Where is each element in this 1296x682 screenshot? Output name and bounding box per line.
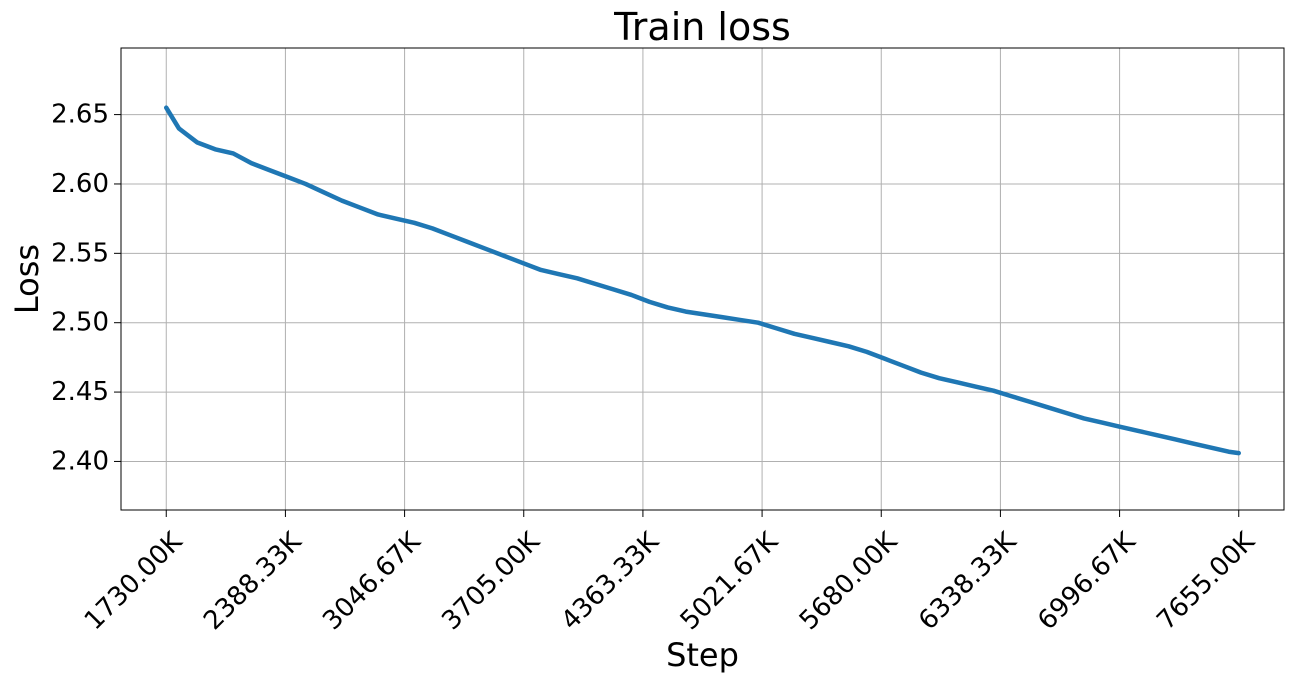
plot-frame <box>120 47 1285 511</box>
x-axis-label: Step <box>666 636 739 674</box>
y-tick-label: 2.60 <box>51 169 109 199</box>
x-tick-label: 2388.33K <box>198 526 308 636</box>
grid-lines <box>121 48 1284 510</box>
loss-line-layer <box>164 105 1241 456</box>
x-tick-label: 3046.67K <box>317 526 427 636</box>
y-axis-label: Loss <box>8 244 46 314</box>
y-tick-label: 2.65 <box>51 100 109 130</box>
x-tick-label: 5680.00K <box>794 526 904 636</box>
x-tick-label: 5021.67K <box>675 526 785 636</box>
y-axis: 2.40 2.45 2.50 2.55 2.60 2.65 <box>51 100 121 476</box>
x-tick-label: 4363.33K <box>556 526 666 636</box>
x-tick-label: 6338.33K <box>913 526 1023 636</box>
y-tick-label: 2.45 <box>51 377 109 407</box>
x-tick-label: 1730.00K <box>79 526 189 636</box>
y-tick-label: 2.40 <box>51 446 109 476</box>
x-tick-label: 7655.00K <box>1151 526 1261 636</box>
y-tick-label: 2.55 <box>51 238 109 268</box>
x-tick-label: 3705.00K <box>436 526 546 636</box>
x-tick-label: 6996.67K <box>1032 526 1142 636</box>
chart-title: Train loss <box>613 5 791 49</box>
x-axis: 1730.00K 2388.33K 3046.67K 3705.00K 4363.33K… <box>79 510 1261 636</box>
loss-series-line <box>164 105 1241 456</box>
y-tick-label: 2.50 <box>51 308 109 338</box>
